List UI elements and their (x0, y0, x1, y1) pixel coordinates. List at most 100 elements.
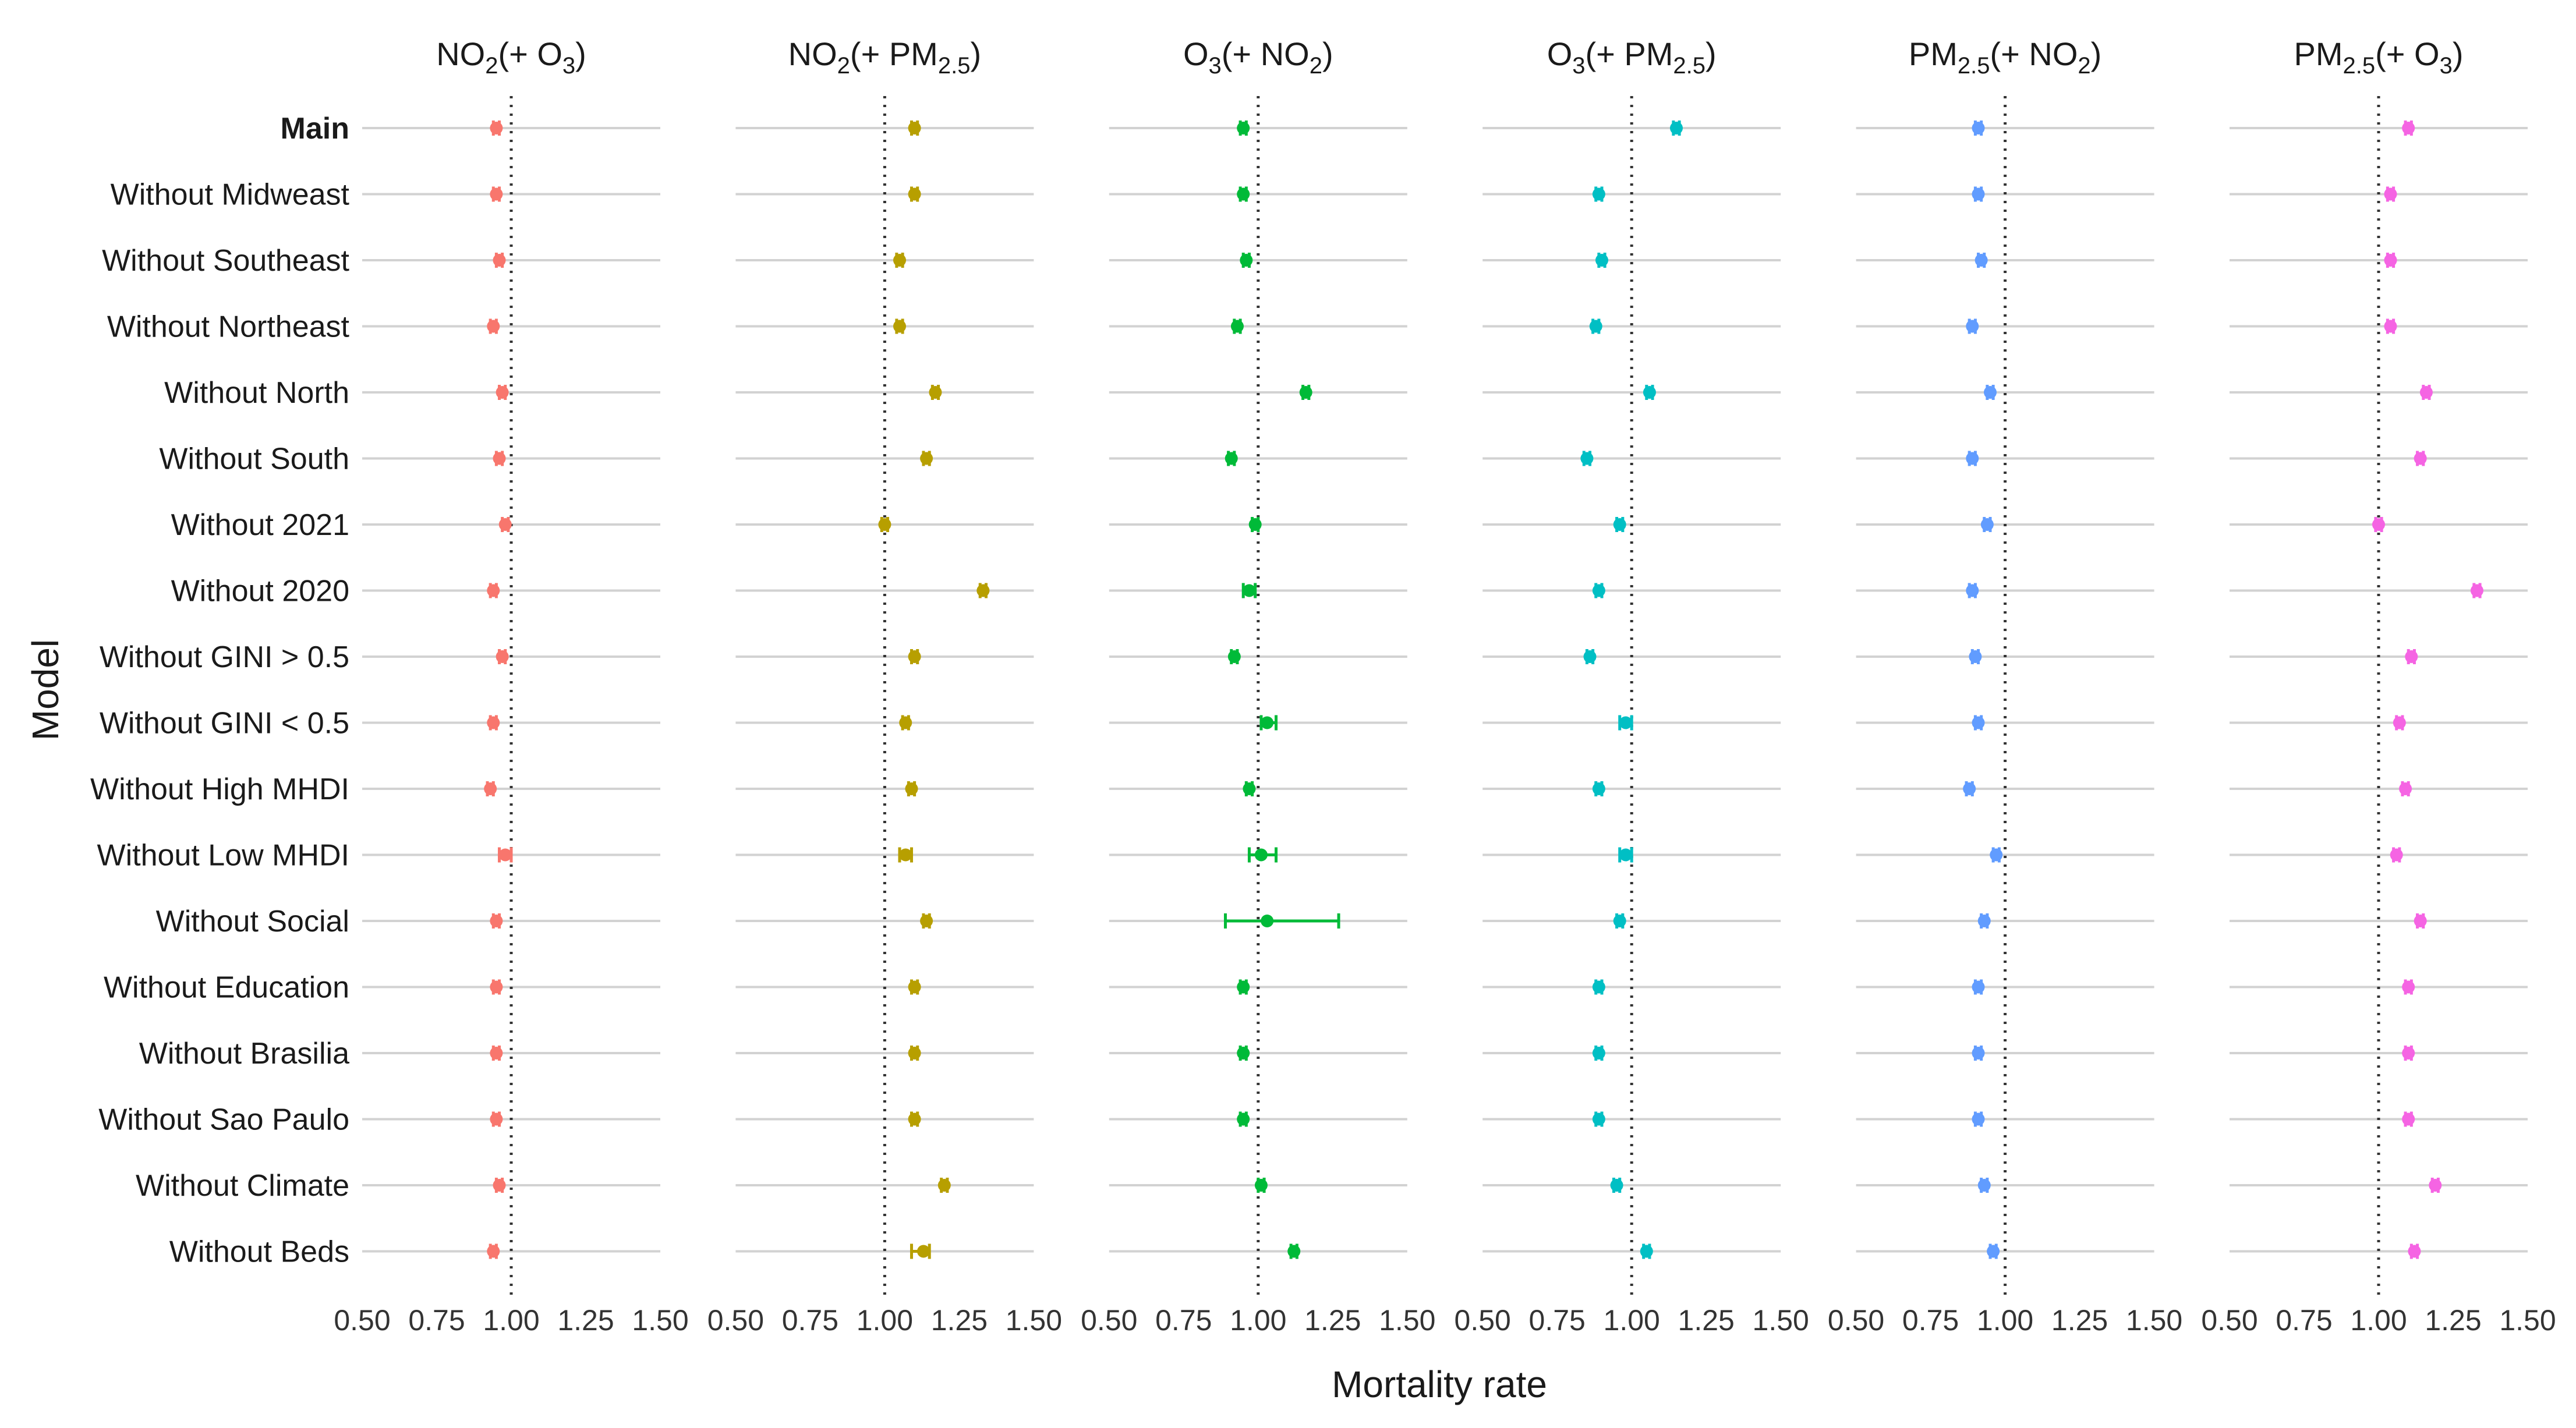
point-estimate (1583, 650, 1597, 663)
row-label: Without 2020 (171, 575, 349, 608)
point-estimate (1237, 1047, 1250, 1060)
point-estimate (908, 980, 921, 994)
point-estimate (487, 716, 500, 729)
point-estimate (1589, 320, 1602, 333)
point-estimate (2414, 915, 2427, 927)
point-estimate (1287, 1245, 1301, 1258)
point-estimate (929, 386, 942, 399)
point-estimate (490, 915, 503, 927)
point-estimate (1619, 716, 1632, 729)
row-label: Without South (159, 442, 349, 476)
row-label: Without High MHDI (90, 773, 349, 806)
row-label: Without Midweast (111, 178, 350, 212)
facet-title: PM2.5(+ NO2) (1909, 36, 2101, 79)
point-estimate (498, 848, 512, 862)
point-estimate (1237, 187, 1250, 201)
row-label: Without Climate (136, 1169, 349, 1203)
x-tick-label: 1.00 (1604, 1304, 1660, 1337)
point-estimate (1990, 848, 2003, 862)
point-estimate (908, 1047, 921, 1060)
row-label: Without Beds (169, 1235, 349, 1269)
point-estimate (1592, 187, 1605, 201)
facet-title: O3(+ NO2) (1183, 36, 1333, 79)
facet-panel: PM2.5(+ O3) 0.50 0.75 1.00 1.25 1.50 (2201, 36, 2556, 1337)
point-estimate (2384, 254, 2397, 267)
point-estimate (487, 320, 500, 333)
point-estimate (2384, 187, 2397, 201)
point-estimate (2390, 848, 2403, 862)
row-label: Without Social (156, 905, 349, 938)
point-estimate (1592, 782, 1605, 795)
point-estimate (2402, 122, 2415, 134)
x-tick-label: 1.00 (483, 1304, 539, 1337)
x-tick-label: 0.75 (2276, 1304, 2332, 1337)
x-tick-label: 1.00 (1230, 1304, 1286, 1337)
point-estimate (1595, 254, 1608, 267)
point-estimate (1613, 915, 1626, 927)
x-tick-label: 0.50 (334, 1304, 390, 1337)
x-tick-label: 1.50 (2499, 1304, 2556, 1337)
point-estimate (490, 1112, 503, 1126)
point-estimate (893, 254, 906, 267)
point-estimate (1237, 980, 1250, 994)
x-tick-label: 1.50 (1379, 1304, 1435, 1337)
point-estimate (1248, 518, 1262, 531)
row-label: Without Education (104, 971, 349, 1005)
point-estimate (908, 1112, 921, 1126)
point-estimate (2402, 980, 2415, 994)
row-label: Without GINI > 0.5 (100, 640, 349, 674)
point-estimate (937, 1179, 951, 1192)
point-estimate (905, 782, 918, 795)
point-estimate (1580, 452, 1594, 465)
x-tick-label: 1.50 (1006, 1304, 1062, 1337)
point-estimate (1972, 187, 1985, 201)
point-estimate (1972, 716, 1985, 729)
point-estimate (1670, 122, 1683, 134)
facet-title: NO2(+ O3) (436, 36, 586, 79)
point-estimate (908, 650, 921, 663)
point-estimate (2372, 518, 2385, 531)
point-estimate (1969, 650, 1982, 663)
x-tick-label: 0.75 (782, 1304, 838, 1337)
point-estimate (493, 452, 506, 465)
row-label: Without Northeast (107, 310, 350, 344)
point-estimate (1227, 650, 1241, 663)
point-estimate (1975, 254, 1988, 267)
point-estimate (2384, 320, 2397, 333)
point-estimate (1972, 122, 1985, 134)
point-estimate (1240, 254, 1253, 267)
point-estimate (878, 518, 891, 531)
point-estimate (2402, 1112, 2415, 1126)
x-tick-label: 1.50 (632, 1304, 688, 1337)
point-estimate (1610, 1179, 1623, 1192)
facet-title: O3(+ PM2.5) (1547, 36, 1717, 79)
point-estimate (496, 386, 509, 399)
y-axis-title: Model (24, 639, 66, 740)
point-estimate (2393, 716, 2406, 729)
x-tick-label: 1.25 (1678, 1304, 1735, 1337)
point-estimate (490, 187, 503, 201)
x-tick-label: 1.25 (557, 1304, 614, 1337)
point-estimate (1963, 782, 1976, 795)
x-tick-label: 1.25 (2051, 1304, 2108, 1337)
point-estimate (487, 1245, 500, 1258)
x-tick-label: 1.50 (2126, 1304, 2182, 1337)
point-estimate (2402, 1047, 2415, 1060)
row-label: Without Low MHDI (97, 839, 349, 873)
point-estimate (1613, 518, 1626, 531)
point-estimate (1980, 518, 1994, 531)
point-estimate (908, 187, 921, 201)
point-estimate (1640, 1245, 1653, 1258)
x-tick-label: 0.50 (1828, 1304, 1884, 1337)
x-axis-title: Mortality rate (1332, 1363, 1547, 1405)
point-estimate (1225, 452, 1238, 465)
point-estimate (1972, 1112, 1985, 1126)
x-tick-label: 0.50 (2201, 1304, 2257, 1337)
x-tick-label: 0.50 (1081, 1304, 1137, 1337)
row-label: Without GINI < 0.5 (100, 707, 349, 740)
row-label: Without Brasilia (139, 1037, 349, 1071)
row-labels: Main Without Midweast Without Southeast Wit… (90, 112, 350, 1269)
point-estimate (484, 782, 497, 795)
point-estimate (493, 1179, 506, 1192)
